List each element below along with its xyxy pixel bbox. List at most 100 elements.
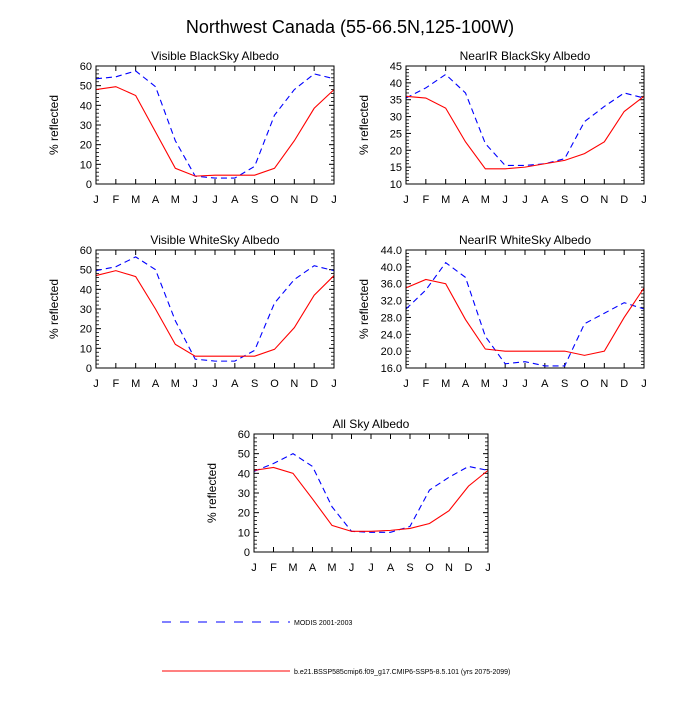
x-tick-label: A [152,378,160,390]
y-tick-label: 40.0 [381,262,402,274]
y-tick-label: 28.0 [381,312,402,324]
y-tick-label: 20.0 [381,346,402,358]
y-tick-label: 45 [390,61,402,73]
x-tick-label: N [290,194,298,206]
chart-title: NearIR BlackSky Albedo [460,49,591,63]
x-tick-label: O [580,378,589,390]
y-tick-label: 20 [390,145,402,157]
x-tick-label: J [502,194,508,206]
plot-frame [95,65,335,185]
x-tick-label: O [425,562,434,574]
legend: MODIS 2001-2003 b.e21.BSSP585cmip6.f09_g1… [162,620,510,676]
x-tick-label: M [441,194,450,206]
y-tick-label: 40 [238,468,250,480]
x-tick-label: D [310,194,318,206]
x-tick-label: A [231,378,239,390]
x-tick-label: S [251,194,258,206]
y-tick-label: 50 [80,265,92,277]
x-tick-label: S [561,378,568,390]
plot-frame [253,433,489,553]
x-tick-label: J [522,378,528,390]
x-tick-label: J [485,562,491,574]
x-tick-label: A [231,194,239,206]
x-tick-label: J [641,378,647,390]
x-tick-label: J [93,194,99,206]
y-tick-label: 30 [80,120,92,132]
y-tick-label: 32.0 [381,296,402,308]
y-axis-label: % reflected [47,279,61,339]
y-tick-label: 15 [390,162,402,174]
y-tick-label: 0 [86,179,92,191]
x-tick-label: J [522,194,528,206]
y-axis-label: % reflected [357,279,371,339]
x-tick-label: J [641,194,647,206]
modis-series-line [95,70,335,179]
x-tick-label: F [270,562,277,574]
y-axis-label: % reflected [357,95,371,155]
x-tick-label: A [541,194,549,206]
x-tick-label: M [288,562,297,574]
modis-series-line [253,453,489,533]
x-tick-label: J [192,378,198,390]
x-tick-label: D [465,562,473,574]
y-tick-label: 10 [80,159,92,171]
chart-panel-4: NearIR WhiteSky Albedo % reflected 16.0 20.… [357,233,647,390]
plot-frame [405,65,645,185]
model-series-line [95,86,335,177]
y-tick-label: 30 [80,304,92,316]
chart-title: NearIR WhiteSky Albedo [459,233,591,247]
y-tick-label: 40 [80,100,92,112]
x-tick-label: J [212,378,218,390]
x-tick-label: A [309,562,317,574]
chart-panel-2: NearIR BlackSky Albedo % reflected 10 15 20 2… [357,49,647,206]
x-tick-label: M [441,378,450,390]
x-tick-label: N [600,378,608,390]
x-tick-label: O [580,194,589,206]
x-tick-label: M [171,378,180,390]
plot-frame [405,249,645,369]
chart-title: All Sky Albedo [333,417,410,431]
y-tick-label: 35 [390,95,402,107]
figure-title: Northwest Canada (55-66.5N,125-100W) [186,17,514,37]
x-tick-label: J [251,562,257,574]
modis-series-line [405,73,645,167]
x-tick-label: A [152,194,160,206]
legend-label-1: MODIS 2001-2003 [294,620,352,627]
x-tick-label: N [445,562,453,574]
x-tick-label: M [131,194,140,206]
x-tick-label: M [171,194,180,206]
y-tick-label: 40 [390,78,402,90]
y-tick-label: 30 [390,112,402,124]
x-tick-label: A [462,378,470,390]
x-tick-label: J [212,194,218,206]
x-tick-label: A [462,194,470,206]
x-tick-label: O [270,194,279,206]
y-tick-label: 20 [80,324,92,336]
x-tick-label: O [270,378,279,390]
chart-title: Visible WhiteSky Albedo [150,233,280,247]
y-axis-label: % reflected [47,95,61,155]
x-tick-label: J [331,378,337,390]
y-tick-label: 10 [390,179,402,191]
x-tick-label: J [349,562,355,574]
x-tick-label: J [502,378,508,390]
y-tick-label: 50 [238,449,250,461]
chart-panel-1: Visible BlackSky Albedo % reflected 0 10 20 3… [47,49,337,206]
y-tick-label: 60 [80,245,92,257]
modis-series-line [95,256,335,362]
y-axis-label: % reflected [205,463,219,523]
model-series-line [405,95,645,170]
x-tick-label: M [327,562,336,574]
y-tick-label: 44.0 [381,245,402,257]
x-tick-label: N [600,194,608,206]
chart-title: Visible BlackSky Albedo [151,49,279,63]
x-tick-label: J [403,378,409,390]
x-tick-label: M [131,378,140,390]
x-tick-label: D [310,378,318,390]
x-tick-label: M [481,378,490,390]
panels: Visible BlackSky Albedo % reflected 0 10 20 3… [47,49,647,574]
y-tick-label: 30 [238,488,250,500]
model-series-line [253,466,489,532]
x-tick-label: N [290,378,298,390]
